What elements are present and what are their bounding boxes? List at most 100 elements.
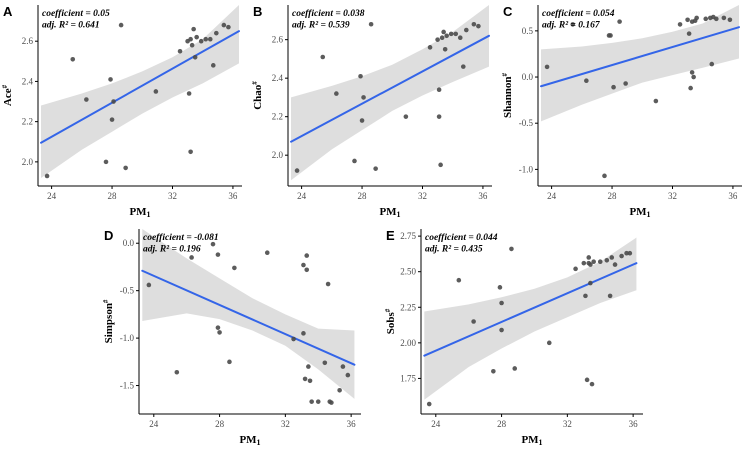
scatter-point [192,54,198,60]
annotation-line: coefficient = -0.081 [143,233,219,243]
scatter-point [226,24,231,30]
scatter-point [426,401,432,407]
annotation-line: adj. R² = 0.196 [143,245,201,255]
scatter-point [325,281,331,287]
scatter-point [373,166,378,171]
x-tick-label: 32 [418,191,427,201]
scatter-plot-svg: 24 28 32 36 1.75 2.00 2.25 2.50 2.75 PM1 Sobs# coef… [384,228,643,447]
y-tick-label: 2.0 [272,150,284,160]
x-axis-title: PM1 [521,434,542,447]
y-tick-label: 2.0 [22,157,34,167]
panel-letter: B [253,4,262,19]
panel-sobs: 24 28 32 36 1.75 2.00 2.25 2.50 2.75 PM1 Sobs# coef… [383,224,651,450]
y-axis-title: Shannon# [501,72,514,118]
scatter-point [714,16,719,22]
x-tick-label: 24 [547,191,557,201]
scatter-point [546,340,552,346]
y-tick-label: 0.0 [123,238,135,248]
scatter-point [686,31,692,36]
panel-simpson: 24 28 32 36 -1.5 -1.0 -0.5 0.0 PM1 Simpson# coeffi… [101,224,369,450]
scatter-point [309,399,314,404]
scatter-point [727,17,733,23]
scatter-point [352,158,357,164]
scatter-point [436,114,442,119]
x-axis-title: PM1 [129,206,150,219]
scatter-point [617,19,622,24]
scatter-point [111,99,116,104]
scatter-point [464,27,469,33]
scatter-point [609,255,615,260]
scatter-point [227,359,232,365]
scatter-point [123,165,128,171]
annotation-line: adj. R² = 0.435 [425,245,483,255]
panel-letter: D [104,228,113,243]
scatter-point [337,387,342,393]
scatter-point [358,73,363,79]
x-tick-label: 24 [47,191,57,201]
scatter-point [70,57,76,62]
scatter-point [583,293,588,299]
x-tick-label: 36 [728,191,738,201]
scatter-point [103,159,109,165]
panel-letter: C [503,4,513,19]
x-tick-label: 36 [228,191,238,201]
scatter-point [612,262,618,267]
scatter-point [460,64,466,69]
scatter-point [439,35,445,41]
x-tick-label: 24 [431,419,441,429]
panel-letter: E [386,228,395,243]
scatter-point [653,98,659,104]
scatter-point [694,15,699,21]
scatter-point [709,61,715,67]
x-axis-title: PM1 [239,434,260,447]
scatter-point [607,293,613,299]
y-tick-label: -1.0 [120,333,135,343]
scatter-point [84,97,89,102]
scatter-plot-svg: 24 28 32 36 2.0 2.2 2.4 2.6 PM1 Ace# coefficient =… [1,4,242,219]
x-tick-label: 32 [168,191,177,201]
scatter-point [304,267,310,273]
scatter-point [604,258,610,263]
annotation-line: coefficient = 0.044 [425,233,498,243]
scatter-point [581,260,587,266]
scatter-point [403,114,409,119]
scatter-plot-svg: 24 28 32 36 -1.0 -0.5 0.0 0.5 PM1 Shannon# coeffic… [501,4,742,219]
scatter-point [584,377,590,383]
scatter-point [186,91,192,96]
scatter-point [215,325,221,330]
scatter-point [611,84,616,90]
confidence-band [142,229,355,399]
scatter-point [491,369,496,374]
scatter-point [586,255,592,260]
y-tick-label: 2.75 [400,231,416,241]
scatter-point [315,399,321,404]
scatter-point [544,64,550,70]
x-tick-label: 32 [281,419,290,429]
scatter-point [584,78,589,84]
scatter-point [191,26,196,32]
y-tick-label: 0.0 [522,72,534,82]
scatter-point [608,33,613,38]
scatter-point [471,319,476,324]
scatter-point [320,54,326,60]
y-axis-title: Chao# [251,81,264,110]
scatter-point [345,372,351,378]
scatter-point [509,246,514,252]
scatter-point [44,173,50,179]
regression-line [290,34,490,143]
scatter-point [294,168,300,173]
scatter-point [203,36,209,42]
confidence-band [291,5,489,181]
scatter-point [442,46,448,52]
y-tick-label: 0.5 [522,26,534,36]
scatter-point [570,22,576,27]
scatter-point [118,22,124,28]
scatter-point [512,366,518,371]
y-tick-label: -0.5 [120,286,135,296]
y-tick-label: -1.5 [120,381,135,391]
x-tick-label: 28 [215,419,225,429]
scatter-point [444,33,449,39]
scatter-point [215,252,221,257]
y-axis-title: Sobs# [384,308,397,334]
scatter-point [194,34,199,40]
